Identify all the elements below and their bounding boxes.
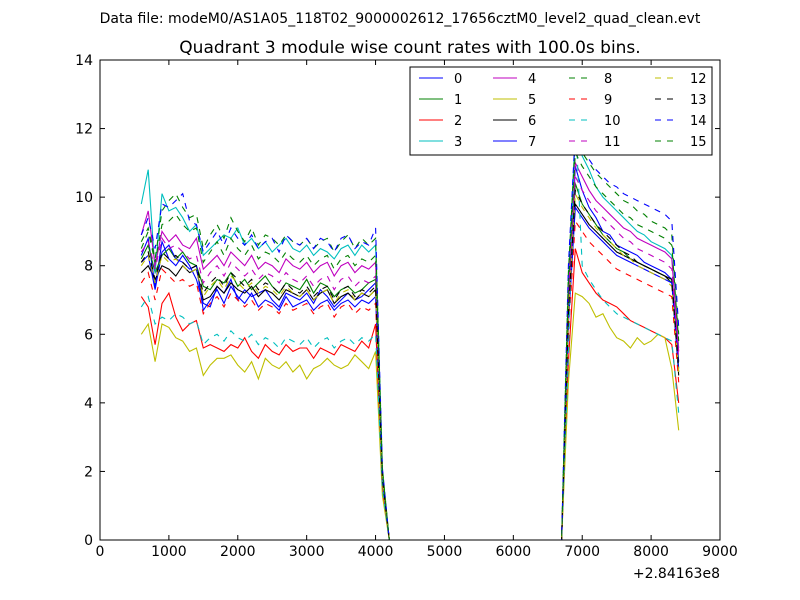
x-tick-label: 4000 — [358, 544, 394, 560]
legend-label-6: 6 — [528, 114, 536, 129]
series-line-3 — [140, 131, 680, 541]
y-tick-label: 6 — [84, 327, 93, 343]
legend-label-4: 4 — [528, 72, 536, 87]
chart-title: Quadrant 3 module wise count rates with … — [179, 38, 640, 58]
series-line-14 — [140, 129, 680, 541]
series-line-7 — [140, 205, 680, 541]
series-line-8 — [140, 136, 680, 541]
series-line-9 — [140, 219, 680, 541]
figure-suptitle: Data file: modeM0/AS1A05_118T02_90000026… — [100, 11, 701, 27]
x-tick-label: 7000 — [564, 544, 600, 560]
y-tick-label: 10 — [75, 190, 93, 206]
legend-label-10: 10 — [604, 114, 621, 129]
legend-label-7: 7 — [528, 135, 536, 150]
series-line-10 — [140, 114, 680, 541]
series-line-6 — [140, 202, 680, 541]
series-line-5 — [140, 292, 680, 541]
x-tick-label: 2000 — [220, 544, 256, 560]
legend-label-9: 9 — [604, 93, 612, 108]
series-line-4 — [140, 160, 680, 541]
legend-label-14: 14 — [690, 114, 707, 129]
legend-label-11: 11 — [604, 135, 621, 150]
x-tick-label: 0 — [96, 544, 105, 560]
x-tick-label: 9000 — [702, 544, 738, 560]
series-line-15 — [140, 150, 680, 541]
y-tick-label: 4 — [84, 396, 93, 412]
y-tick-label: 12 — [75, 122, 93, 138]
series-line-12 — [140, 191, 680, 541]
y-tick-label: 0 — [84, 533, 93, 549]
y-tick-label: 8 — [84, 259, 93, 275]
x-tick-label: 8000 — [633, 544, 669, 560]
x-tick-label: 3000 — [289, 544, 325, 560]
series-line-13 — [140, 188, 680, 541]
plot-lines — [140, 114, 680, 541]
legend-label-5: 5 — [528, 93, 536, 108]
y-tick-label: 14 — [75, 53, 93, 69]
legend-label-8: 8 — [604, 72, 612, 87]
legend-label-1: 1 — [454, 93, 462, 108]
x-axis-offset-label: +2.84163e8 — [633, 566, 720, 582]
legend-label-0: 0 — [454, 72, 462, 87]
plot-frame — [99, 59, 721, 541]
legend-label-12: 12 — [690, 72, 707, 87]
x-tick-label: 6000 — [496, 544, 532, 560]
legend-label-2: 2 — [454, 114, 462, 129]
legend-label-15: 15 — [690, 135, 707, 150]
legend-label-3: 3 — [454, 135, 462, 150]
legend-box — [409, 66, 713, 156]
x-tick-label: 1000 — [151, 544, 187, 560]
x-tick-label: 5000 — [427, 544, 463, 560]
legend-label-13: 13 — [690, 93, 707, 108]
series-line-0 — [140, 166, 680, 541]
axis-ticks: 0 1000 2000 3000 4000 5000 6000 7000 8000 9000 0 2 4… — [75, 53, 738, 560]
y-tick-label: 2 — [84, 464, 93, 480]
